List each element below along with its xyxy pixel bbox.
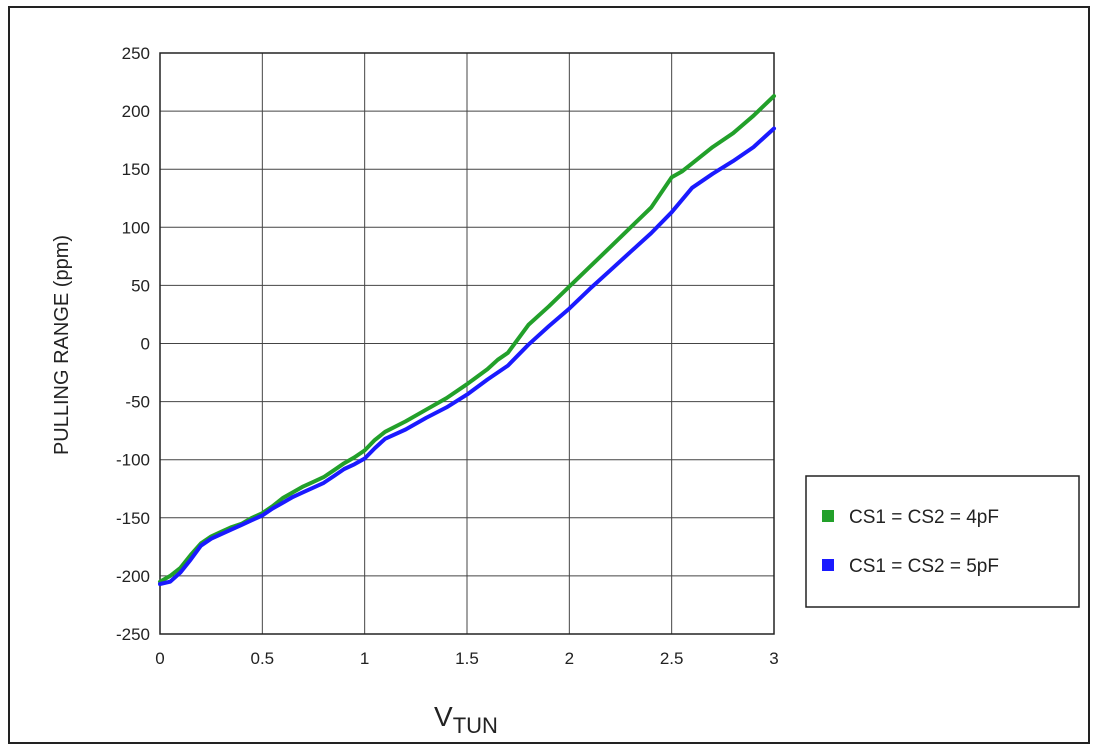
legend-label-2: CS1 = CS2 = 5pF [849, 556, 999, 577]
y-tick-label: 200 [122, 102, 150, 121]
x-axis-title-subscript: TUN [453, 713, 498, 738]
x-axis-title-main: V [434, 701, 453, 732]
y-tick-label: 50 [131, 276, 150, 295]
y-tick-label: -200 [116, 567, 150, 586]
y-tick-label: 250 [122, 44, 150, 63]
legend-items: CS1 = CS2 = 4pF CS1 = CS2 = 5pF [822, 507, 999, 577]
x-tick-label: 0.5 [251, 649, 275, 668]
legend: CS1 = CS2 = 4pF CS1 = CS2 = 5pF [805, 475, 1080, 608]
y-tick-label: -50 [125, 393, 150, 412]
plot-area-border [159, 52, 775, 635]
series-line-2 [158, 126, 776, 586]
legend-swatch-2 [822, 559, 834, 571]
y-tick-label: 150 [122, 160, 150, 179]
y-tick-label: -250 [116, 625, 150, 644]
y-tick-label: -150 [116, 509, 150, 528]
x-axis-title: VTUN [434, 701, 498, 738]
x-tick-label: 1.5 [455, 649, 479, 668]
y-tick-label: 0 [141, 335, 150, 354]
y-tick-label: 100 [122, 218, 150, 237]
grid-lines [159, 52, 775, 635]
legend-label-1: CS1 = CS2 = 4pF [849, 507, 999, 528]
series-layer [158, 94, 776, 586]
x-tick-label: 2.5 [660, 649, 684, 668]
legend-box [805, 475, 1080, 608]
y-tick-label: -100 [116, 451, 150, 470]
x-tick-label: 2 [565, 649, 574, 668]
x-tick-labels: 0 0.5 1 1.5 2 2.5 3 [155, 649, 778, 668]
y-axis-title: PULLING RANGE (ppm) [51, 235, 73, 455]
chart-frame [8, 6, 1090, 744]
legend-swatch-1 [822, 510, 834, 522]
y-tick-labels: 250 200 150 100 50 0 -50 -100 -150 -200 -250 [116, 44, 150, 644]
x-tick-label: 0 [155, 649, 164, 668]
x-tick-label: 1 [360, 649, 369, 668]
x-tick-label: 3 [769, 649, 778, 668]
